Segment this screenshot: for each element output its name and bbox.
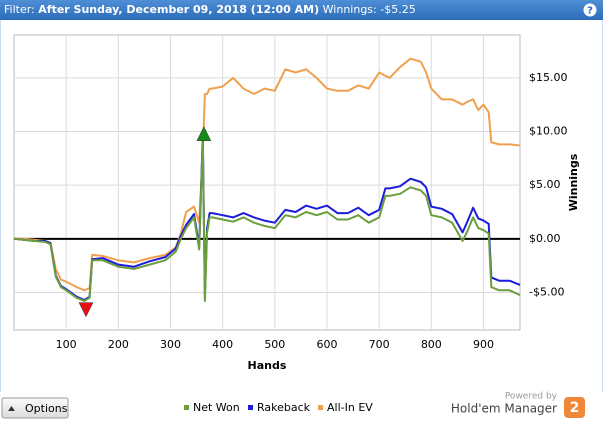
options-label[interactable]: Options: [25, 402, 68, 415]
winnings-label: Winnings:: [323, 3, 377, 16]
y-tick-label: $5.00: [529, 178, 561, 191]
plot-area: [13, 34, 521, 331]
x-tick-label: 200: [108, 338, 129, 351]
x-tick-label: 400: [212, 338, 233, 351]
marker: [78, 302, 94, 318]
x-axis-label: Hands: [248, 359, 287, 372]
help-icon[interactable]: [583, 3, 597, 17]
powered-by: Powered by: [505, 392, 558, 402]
footer: [0, 392, 603, 422]
chart: 100 200 300 400 500 600 700 800 900 -$5.00 $0.00 $5…: [13, 34, 580, 414]
options-button[interactable]: [1, 397, 69, 419]
help-text[interactable]: ?: [587, 6, 593, 17]
x-tick-label: 500: [264, 338, 285, 351]
x-tick-label: 600: [316, 338, 337, 351]
brand-badge-text: 2: [570, 400, 580, 416]
y-tick-label: $0.00: [529, 232, 561, 245]
options-arrow[interactable]: [8, 406, 15, 411]
legend-swatch: [248, 405, 253, 410]
x-tick-label: 800: [421, 338, 442, 351]
legend-swatch: [318, 405, 323, 410]
x-tick-label: 300: [160, 338, 181, 351]
y-tick-label: $10.00: [529, 125, 568, 138]
y-tick-label: $15.00: [529, 71, 568, 84]
x-tick-label: 100: [56, 338, 77, 351]
legend-swatch: [184, 405, 189, 410]
brand-badge: [564, 397, 585, 418]
filter-text: Filter: After Sunday, December 09, 2018 …: [4, 3, 416, 16]
y-axis-label: Winnings: [567, 153, 580, 211]
x-tick-label: 900: [473, 338, 494, 351]
filter-value: After Sunday, December 09, 2018 (12:00 A…: [38, 3, 319, 16]
legend-label: Net Won: [193, 401, 240, 414]
winnings-value: -$5.25: [380, 3, 415, 16]
x-tick-label: 700: [369, 338, 390, 351]
y-tick-label: -$5.00: [529, 285, 564, 298]
legend-label: All-In EV: [327, 401, 373, 414]
legend-label: Rakeback: [257, 401, 311, 414]
series-line: [13, 137, 521, 302]
header-bar: [0, 0, 603, 20]
marker: [196, 126, 212, 141]
filter-label: Filter:: [4, 3, 35, 16]
brand-name: Hold'em Manager: [451, 402, 557, 416]
